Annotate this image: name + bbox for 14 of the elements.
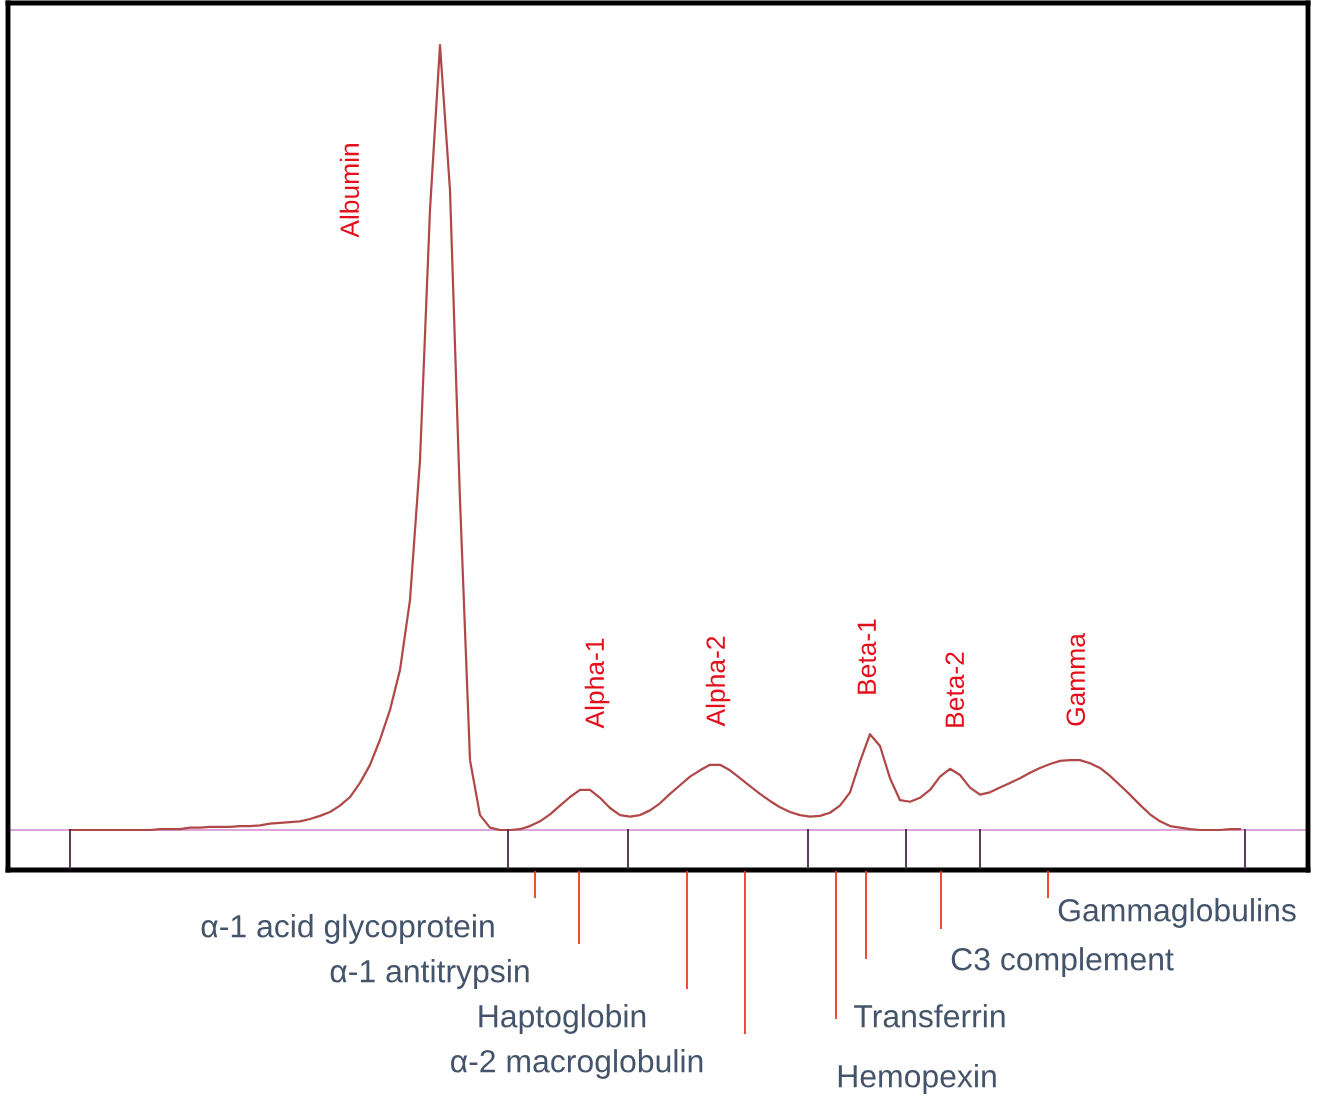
text: Transferrin bbox=[854, 1004, 1005, 1028]
annotation: Alpha-1 bbox=[584, 638, 610, 729]
annotation: Albumin bbox=[339, 144, 360, 238]
annotation: Alpha-2 bbox=[705, 636, 731, 727]
text: α-1 acid glycoprotein bbox=[201, 914, 494, 944]
text: α-1 antitrypsin bbox=[330, 959, 529, 989]
annotation: Beta-2 bbox=[945, 652, 965, 727]
annotation: Beta-1 bbox=[857, 619, 877, 694]
text: C3 complement bbox=[951, 947, 1174, 977]
text: α-2 macroglobulin bbox=[451, 1049, 703, 1079]
annotation: Gamma bbox=[1066, 633, 1086, 726]
text: Hemopexin bbox=[838, 1064, 996, 1094]
text: Haptoglobin bbox=[479, 1004, 646, 1034]
text: Gammaglobulins bbox=[1058, 898, 1296, 928]
